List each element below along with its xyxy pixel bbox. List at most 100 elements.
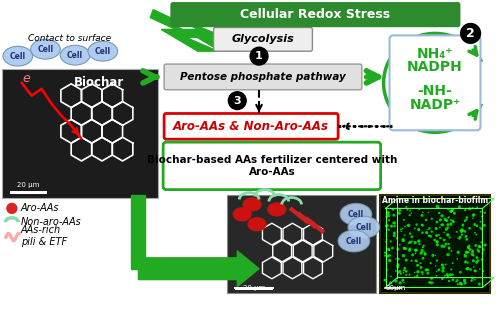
Point <box>442 241 450 246</box>
Text: Cell: Cell <box>67 51 83 60</box>
Point <box>446 235 454 240</box>
Point <box>428 229 436 234</box>
Point <box>432 269 440 274</box>
Point <box>440 244 448 249</box>
Point <box>433 258 441 263</box>
Point <box>459 228 467 233</box>
Point <box>413 273 421 278</box>
Point <box>424 210 432 215</box>
Point <box>392 279 400 284</box>
Point <box>426 226 434 231</box>
Point <box>412 251 420 256</box>
Point <box>412 248 420 253</box>
Point <box>394 264 402 269</box>
Point <box>396 271 404 276</box>
Text: 20 μm: 20 μm <box>18 182 40 188</box>
Point <box>384 227 392 232</box>
Point <box>466 243 473 248</box>
Point <box>386 253 394 258</box>
Point <box>478 257 486 262</box>
Point <box>468 206 476 211</box>
FancyBboxPatch shape <box>164 114 338 139</box>
Point <box>478 251 486 256</box>
Point <box>442 262 450 267</box>
Point <box>434 205 442 210</box>
Point <box>408 234 416 239</box>
Point <box>389 220 397 225</box>
Polygon shape <box>173 10 240 51</box>
Point <box>444 232 452 237</box>
Point <box>413 259 421 264</box>
Ellipse shape <box>348 216 380 238</box>
Point <box>418 230 426 235</box>
Point <box>470 264 478 269</box>
Point <box>435 267 443 272</box>
Point <box>472 243 480 248</box>
Point <box>394 247 402 252</box>
Point <box>461 208 469 213</box>
Point <box>426 280 434 285</box>
Point <box>416 207 424 212</box>
Point <box>390 221 398 226</box>
Point <box>470 222 478 227</box>
Point <box>393 236 401 241</box>
Point <box>394 270 402 275</box>
Point <box>472 260 480 265</box>
Point <box>388 224 396 229</box>
Circle shape <box>7 203 17 213</box>
Point <box>406 240 414 245</box>
Point <box>418 248 426 253</box>
Point <box>389 207 397 212</box>
Point <box>468 278 475 283</box>
Point <box>439 266 447 271</box>
Point <box>473 223 481 228</box>
Text: Aro-AAs & Non-Aro-AAs: Aro-AAs & Non-Aro-AAs <box>173 120 329 133</box>
Point <box>432 264 440 269</box>
Point <box>406 231 414 236</box>
Point <box>418 223 426 228</box>
Text: Biochar: Biochar <box>74 76 124 89</box>
Point <box>381 250 389 255</box>
Point <box>418 270 426 275</box>
Text: Contact to surface: Contact to surface <box>28 34 111 43</box>
Point <box>411 270 419 275</box>
Bar <box>228 195 376 293</box>
Point <box>464 250 471 255</box>
Point <box>432 226 440 231</box>
Point <box>442 227 450 232</box>
Point <box>458 229 466 234</box>
Point <box>469 213 477 218</box>
Point <box>450 211 458 216</box>
Point <box>411 274 419 279</box>
Point <box>444 232 452 237</box>
Point <box>468 252 476 257</box>
Point <box>419 245 427 250</box>
Point <box>424 271 432 276</box>
Point <box>404 207 411 212</box>
Point <box>445 245 453 250</box>
Point <box>382 239 390 244</box>
Point <box>470 253 478 258</box>
Point <box>436 217 444 222</box>
Text: Cell: Cell <box>348 210 364 219</box>
Point <box>454 256 462 261</box>
Point <box>388 246 396 251</box>
FancyBboxPatch shape <box>171 3 460 27</box>
Point <box>434 242 442 247</box>
Point <box>382 237 390 242</box>
Point <box>430 237 438 242</box>
Point <box>424 227 432 232</box>
Point <box>438 222 446 227</box>
Point <box>396 242 404 247</box>
FancyArrow shape <box>138 251 259 286</box>
Text: NADPH: NADPH <box>407 60 463 74</box>
Point <box>396 211 404 216</box>
Circle shape <box>460 23 480 43</box>
FancyBboxPatch shape <box>390 35 480 130</box>
Point <box>397 227 405 232</box>
Point <box>402 246 410 251</box>
Point <box>447 222 455 227</box>
Point <box>419 210 427 215</box>
Point <box>415 238 423 243</box>
Text: Cell: Cell <box>346 236 362 246</box>
